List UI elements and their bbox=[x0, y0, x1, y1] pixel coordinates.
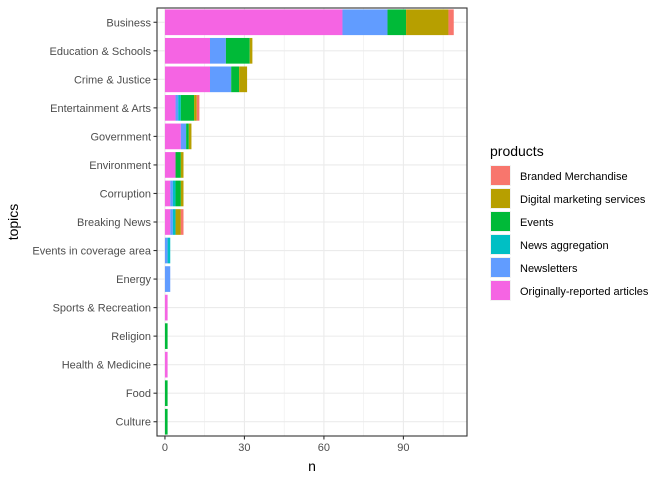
legend-label-digital-marketing-services: Digital marketing services bbox=[520, 194, 646, 206]
y-tick-label: Religion bbox=[111, 331, 151, 343]
y-tick-label: Entertainment & Arts bbox=[50, 103, 151, 115]
bar-government-newsletters bbox=[180, 123, 187, 150]
y-tick-label: Corruption bbox=[100, 188, 151, 200]
y-tick-label: Environment bbox=[89, 160, 151, 172]
y-axis-title: topics bbox=[5, 204, 21, 241]
bar-corruption-digital-marketing-services bbox=[180, 180, 184, 207]
bar-religion-events bbox=[164, 323, 168, 349]
bar-entertainment-and-arts-branded-merchandise bbox=[196, 95, 200, 121]
y-tick-label: Culture bbox=[116, 417, 151, 429]
legend-label-originally-reported-articles: Originally-reported articles bbox=[520, 286, 649, 298]
bar-breaking-news-newsletters bbox=[170, 209, 173, 235]
bar-breaking-news-branded-merchandise bbox=[180, 209, 184, 235]
legend-title: products bbox=[490, 143, 544, 159]
bar-entertainment-and-arts-news-aggregation bbox=[178, 95, 181, 121]
x-axis-title: n bbox=[308, 458, 316, 474]
legend-swatch-branded-merchandise bbox=[491, 166, 510, 185]
y-tick-label: Government bbox=[90, 131, 151, 143]
bar-education-and-schools-newsletters bbox=[209, 37, 226, 64]
y-tick-label: Business bbox=[106, 17, 151, 29]
bar-crime-and-justice-events bbox=[231, 66, 240, 93]
bar-corruption-originally-reported-articles bbox=[164, 180, 171, 207]
legend-swatch-originally-reported-articles bbox=[491, 281, 510, 300]
legend-swatch-events bbox=[491, 212, 510, 231]
y-tick-label: Energy bbox=[116, 274, 151, 286]
legend-label-newsletters: Newsletters bbox=[520, 263, 578, 275]
bar-education-and-schools-digital-marketing-services bbox=[249, 37, 253, 64]
bar-breaking-news-originally-reported-articles bbox=[164, 209, 171, 235]
bar-environment-originally-reported-articles bbox=[164, 152, 176, 178]
bar-business-originally-reported-articles bbox=[164, 9, 343, 36]
bar-breaking-news-digital-marketing-services bbox=[175, 209, 181, 235]
bar-entertainment-and-arts-newsletters bbox=[175, 95, 179, 121]
y-tick-label: Education & Schools bbox=[49, 46, 151, 58]
y-tick-label: Crime & Justice bbox=[74, 74, 151, 86]
bar-breaking-news-news-aggregation bbox=[172, 209, 176, 235]
legend-items: Branded Merchandise Digital marketing ser… bbox=[490, 165, 649, 301]
bars bbox=[164, 9, 454, 435]
x-tick-label: 30 bbox=[238, 442, 250, 454]
bar-environment-digital-marketing-services bbox=[180, 152, 184, 178]
bar-culture-events bbox=[164, 408, 168, 435]
bar-government-originally-reported-articles bbox=[164, 123, 181, 150]
bar-business-newsletters bbox=[342, 9, 388, 36]
bar-business-branded-merchandise bbox=[448, 9, 454, 36]
bar-corruption-news-aggregation bbox=[172, 180, 176, 207]
legend-label-news-aggregation: News aggregation bbox=[520, 240, 609, 252]
bar-environment-events bbox=[175, 152, 181, 178]
legend-label-events: Events bbox=[520, 217, 554, 229]
legend: products Branded Merchandise Digital mark… bbox=[490, 143, 649, 301]
bar-sports-and-recreation-originally-reported-articles bbox=[164, 294, 168, 321]
bar-events-in-coverage-area-news-aggregation bbox=[167, 237, 171, 264]
bar-business-digital-marketing-services bbox=[406, 9, 449, 36]
axes: 0 30 60 90 Business Education & Schools Crime … bbox=[32, 17, 409, 454]
y-tick-label: Breaking News bbox=[77, 217, 151, 229]
bar-corruption-newsletters bbox=[170, 180, 173, 207]
bar-business-events bbox=[387, 9, 407, 36]
y-tick-label: Health & Medicine bbox=[62, 360, 151, 372]
bar-corruption-events bbox=[175, 180, 181, 207]
bar-crime-and-justice-digital-marketing-services bbox=[239, 66, 248, 93]
x-tick-label: 60 bbox=[318, 442, 330, 454]
y-tick-label: Food bbox=[126, 388, 151, 400]
y-tick-label: Events in coverage area bbox=[32, 246, 152, 258]
bar-entertainment-and-arts-events bbox=[180, 95, 195, 121]
bar-government-events bbox=[186, 123, 189, 150]
legend-swatch-digital-marketing-services bbox=[491, 189, 510, 208]
x-tick-label: 0 bbox=[162, 442, 168, 454]
bar-entertainment-and-arts-digital-marketing-services bbox=[194, 95, 197, 121]
bar-events-in-coverage-area-newsletters bbox=[164, 237, 168, 264]
bar-government-digital-marketing-services bbox=[188, 123, 192, 150]
bar-entertainment-and-arts-originally-reported-articles bbox=[164, 95, 176, 121]
bar-crime-and-justice-originally-reported-articles bbox=[164, 66, 210, 93]
bar-health-and-medicine-originally-reported-articles bbox=[164, 351, 168, 378]
bar-crime-and-justice-newsletters bbox=[209, 66, 232, 93]
bar-energy-newsletters bbox=[164, 266, 171, 292]
bar-education-and-schools-events bbox=[225, 37, 250, 64]
legend-label-branded-merchandise: Branded Merchandise bbox=[520, 171, 628, 183]
legend-swatch-newsletters bbox=[491, 258, 510, 277]
legend-swatch-news-aggregation bbox=[491, 235, 510, 254]
y-tick-label: Sports & Recreation bbox=[53, 303, 151, 315]
x-tick-label: 90 bbox=[397, 442, 409, 454]
bar-education-and-schools-originally-reported-articles bbox=[164, 37, 210, 64]
bar-food-events bbox=[164, 380, 168, 407]
